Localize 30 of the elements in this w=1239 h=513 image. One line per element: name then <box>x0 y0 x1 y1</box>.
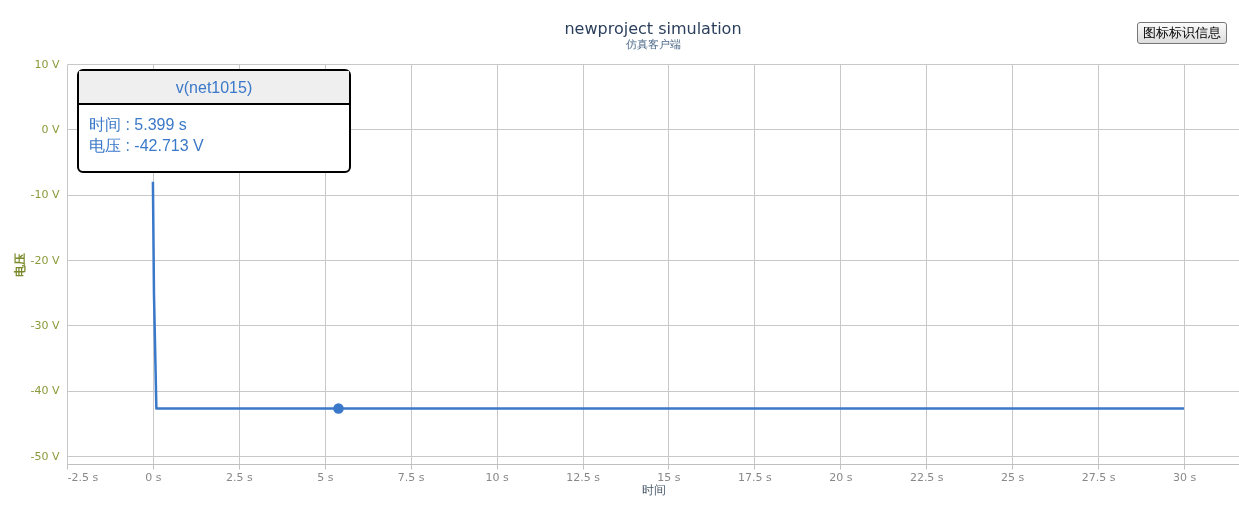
x-tick-label: 5 s <box>317 470 334 484</box>
x-tick-label: 7.5 s <box>397 470 425 484</box>
x-tick-label: 30 s <box>1172 470 1197 484</box>
y-tick-label: 0 V <box>41 122 60 136</box>
x-tick-label: 17.5 s <box>738 470 773 484</box>
annotation: 时间 : 5.399 s <box>89 115 188 135</box>
annotation: 电压 : -42.713 V <box>89 136 205 156</box>
x-tick-label: 22.5 s <box>909 470 944 484</box>
x-tick-label: 25 s <box>1001 470 1025 484</box>
y-tick-label: -20 V <box>30 253 60 267</box>
y-tick-label: -30 V <box>30 318 60 332</box>
x-tick-label: 12.5 s <box>566 470 601 484</box>
y-tick-label: 10 V <box>34 57 60 71</box>
tooltip-panel: v(net1015) 时间 : 5.399 s 电压 : -42.713 V <box>77 69 351 173</box>
chart-title: newproject simulation <box>564 19 742 38</box>
x-tick-label: -2.5 s <box>67 470 99 484</box>
chart-subtitle: 仿真客户端 <box>624 38 681 51</box>
annotation: v(net1015) <box>79 71 349 105</box>
x-tick-label: 15 s <box>657 470 681 484</box>
y-tick-label: -40 V <box>30 384 60 398</box>
y-tick-label: -50 V <box>30 449 60 463</box>
y-axis-title: 电压 <box>12 252 27 277</box>
x-tick-label: 2.5 s <box>225 470 253 484</box>
x-tick-label: 20 s <box>829 470 853 484</box>
x-tick-label: 10 s <box>485 470 509 484</box>
text: 图标标识信息 <box>1137 22 1227 44</box>
x-tick-label: 0 s <box>145 470 162 484</box>
x-tick-label: 27.5 s <box>1081 470 1116 484</box>
x-axis-title: 时间 <box>641 482 666 497</box>
y-tick-label: -10 V <box>30 188 60 202</box>
